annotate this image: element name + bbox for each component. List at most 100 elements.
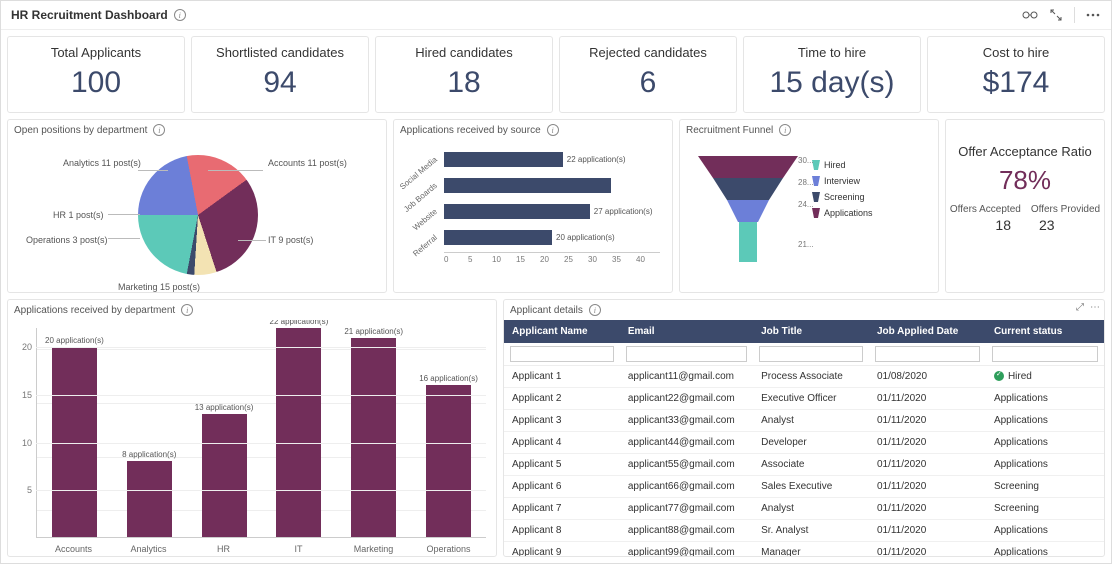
kpi-label: Time to hire xyxy=(748,45,916,60)
column-filter-input[interactable] xyxy=(759,346,863,362)
column-filter-input[interactable] xyxy=(626,346,747,362)
table-row[interactable]: Applicant 3applicant33@gmail.comAnalyst0… xyxy=(504,410,1104,432)
kpi-card[interactable]: Cost to hire $174 xyxy=(927,36,1105,113)
table-cell: applicant88@gmail.com xyxy=(620,520,753,542)
table-cell: Applications xyxy=(986,410,1104,432)
source-bar-label: 27 application(s) xyxy=(594,207,653,216)
dashboard-header: HR Recruitment Dashboard i xyxy=(1,1,1111,30)
table-cell: Applicant 9 xyxy=(504,542,620,557)
divider xyxy=(1074,7,1075,23)
dept-bar-label: 13 application(s) xyxy=(195,403,254,412)
funnel-legend-item: Screening xyxy=(812,192,934,202)
column-filter-input[interactable] xyxy=(510,346,614,362)
table-cell: 01/11/2020 xyxy=(869,476,986,498)
ratio-right-value: 23 xyxy=(1039,217,1055,233)
glasses-icon[interactable] xyxy=(1022,7,1038,23)
ratio-content: Offer Acceptance Ratio 78% Offers Accept… xyxy=(946,120,1104,292)
kpi-value: $174 xyxy=(932,66,1100,100)
shrink-icon[interactable]: ⤢ xyxy=(1076,302,1084,313)
column-filter-input[interactable] xyxy=(875,346,980,362)
table-row[interactable]: Applicant 2applicant22@gmail.comExecutiv… xyxy=(504,388,1104,410)
info-icon[interactable]: i xyxy=(181,304,193,316)
kpi-card[interactable]: Shortlisted candidates 94 xyxy=(191,36,369,113)
more-icon[interactable]: ⋯ xyxy=(1090,302,1100,313)
funnel-legend-item: Hired xyxy=(812,160,934,170)
table-row[interactable]: Applicant 5applicant55@gmail.comAssociat… xyxy=(504,454,1104,476)
table-cell: Sales Executive xyxy=(753,476,869,498)
dept-bar xyxy=(127,461,172,537)
more-icon[interactable] xyxy=(1085,7,1101,23)
funnel-stage-value: 21... xyxy=(798,240,814,249)
dept-bar-label: 22 application(s) xyxy=(270,320,329,326)
table-row[interactable]: Applicant 7applicant77@gmail.comAnalyst0… xyxy=(504,498,1104,520)
table-cell: 01/11/2020 xyxy=(869,520,986,542)
source-bar xyxy=(444,204,590,219)
dept-bar-label: 16 application(s) xyxy=(419,374,478,383)
table-cell: Applicant 6 xyxy=(504,476,620,498)
table-cell: Process Associate xyxy=(753,366,869,388)
table-row[interactable]: Applicant 9applicant99@gmail.comManager0… xyxy=(504,542,1104,557)
table-column-header[interactable]: Current status xyxy=(986,320,1104,343)
kpi-card[interactable]: Rejected candidates6 xyxy=(559,36,737,113)
pie-segment-label: HR 1 post(s) xyxy=(53,210,104,220)
table-cell: applicant66@gmail.com xyxy=(620,476,753,498)
funnel-title: Recruitment Funnel xyxy=(686,125,773,136)
funnel-stage-value: 24... xyxy=(798,200,814,209)
dept-chart: 20 application(s)8 application(s)13 appl… xyxy=(8,320,496,556)
ratio-percent: 78% xyxy=(946,165,1104,196)
kpi-label: Hired candidates xyxy=(380,45,548,60)
ratio-left-label: Offers Accepted xyxy=(950,204,1021,215)
table-column-header[interactable]: Email xyxy=(620,320,753,343)
charts-row: Open positions by department i Accounts … xyxy=(1,119,1111,299)
ratio-panel: Offer Acceptance Ratio 78% Offers Accept… xyxy=(945,119,1105,293)
table-cell: applicant22@gmail.com xyxy=(620,388,753,410)
dept-x-axis: AccountsAnalyticsHRITMarketingOperations xyxy=(36,544,486,554)
table-cell: Applicant 7 xyxy=(504,498,620,520)
ratio-left-value: 18 xyxy=(995,217,1011,233)
table-cell: applicant11@gmail.com xyxy=(620,366,753,388)
source-bar xyxy=(444,230,552,245)
table-row[interactable]: Applicant 4applicant44@gmail.comDevelope… xyxy=(504,432,1104,454)
info-icon[interactable]: i xyxy=(589,304,601,316)
table-cell: 01/11/2020 xyxy=(869,498,986,520)
table-cell: Applicant 1 xyxy=(504,366,620,388)
table-column-header[interactable]: Job Applied Date xyxy=(869,320,986,343)
table-cell: applicant44@gmail.com xyxy=(620,432,753,454)
table-cell: Executive Officer xyxy=(753,388,869,410)
table-row[interactable]: Applicant 6applicant66@gmail.comSales Ex… xyxy=(504,476,1104,498)
table-row[interactable]: Applicant 1applicant11@gmail.comProcess … xyxy=(504,366,1104,388)
expand-icon[interactable] xyxy=(1048,7,1064,23)
funnel-graphic xyxy=(680,140,808,292)
info-icon[interactable]: i xyxy=(779,124,791,136)
table-cell: Applications xyxy=(986,542,1104,557)
table-cell: Applications xyxy=(986,432,1104,454)
kpi-card[interactable]: Time to hire 15 day(s) xyxy=(743,36,921,113)
table-row[interactable]: Applicant 8applicant88@gmail.comSr. Anal… xyxy=(504,520,1104,542)
kpi-label: Cost to hire xyxy=(932,45,1100,60)
column-filter-input[interactable] xyxy=(992,346,1098,362)
table-cell: Applications xyxy=(986,388,1104,410)
kpi-card[interactable]: Total Applicants100 xyxy=(7,36,185,113)
table-cell: Applicant 4 xyxy=(504,432,620,454)
kpi-value: 94 xyxy=(196,66,364,100)
table-column-header[interactable]: Job Title xyxy=(753,320,869,343)
table-column-header[interactable]: Applicant Name xyxy=(504,320,620,343)
kpi-card[interactable]: Hired candidates18 xyxy=(375,36,553,113)
info-icon[interactable]: i xyxy=(174,9,186,21)
funnel-legend-item: Applications xyxy=(812,208,934,218)
table-cell: 01/11/2020 xyxy=(869,432,986,454)
info-icon[interactable]: i xyxy=(153,124,165,136)
table-panel: Applicant details i ⤢ ⋯ Applicant NameEm… xyxy=(503,299,1105,557)
source-bar-label: 22 application(s) xyxy=(567,155,626,164)
pie-segment-label: Operations 3 post(s) xyxy=(26,235,108,245)
kpi-label: Shortlisted candidates xyxy=(196,45,364,60)
info-icon[interactable]: i xyxy=(547,124,559,136)
table-cell: 01/11/2020 xyxy=(869,454,986,476)
source-chart: 22 application(s)Social MediaJob Boards2… xyxy=(394,140,672,292)
bottom-row: Applications received by department i 20… xyxy=(1,299,1111,563)
kpi-value: 15 day(s) xyxy=(748,66,916,100)
table-cell: Screening xyxy=(986,498,1104,520)
table-cell: Applications xyxy=(986,520,1104,542)
funnel-chart: 30...28...24...21...HiredInterviewScreen… xyxy=(680,140,938,292)
table-cell: Sr. Analyst xyxy=(753,520,869,542)
